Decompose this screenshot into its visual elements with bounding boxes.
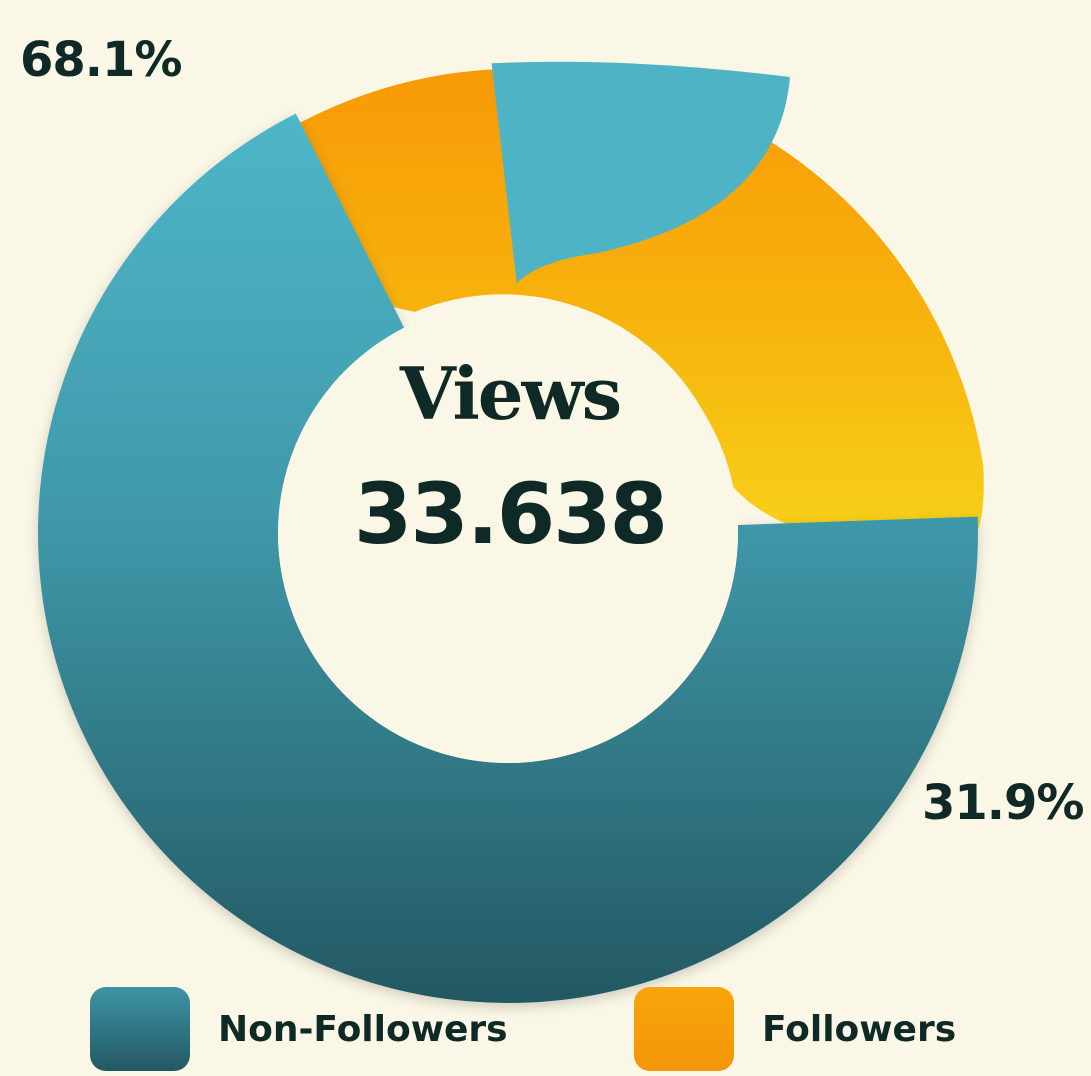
slice-label-followers: 31.9% [922, 775, 1085, 831]
slice-followers [292, 68, 984, 550]
legend-swatch-non-followers [90, 987, 190, 1071]
center-value: 33.638 [353, 465, 668, 563]
slice-non-followers [37, 113, 978, 1004]
slice-non-followers-tail [491, 61, 790, 284]
legend-label-followers: Followers [762, 1009, 957, 1050]
center-title: Views [399, 351, 622, 436]
legend-label-non-followers: Non-Followers [218, 1009, 508, 1050]
donut-hole [278, 303, 738, 763]
legend-swatch-followers [634, 987, 734, 1071]
slice-label-non-followers: 68.1% [20, 32, 183, 88]
